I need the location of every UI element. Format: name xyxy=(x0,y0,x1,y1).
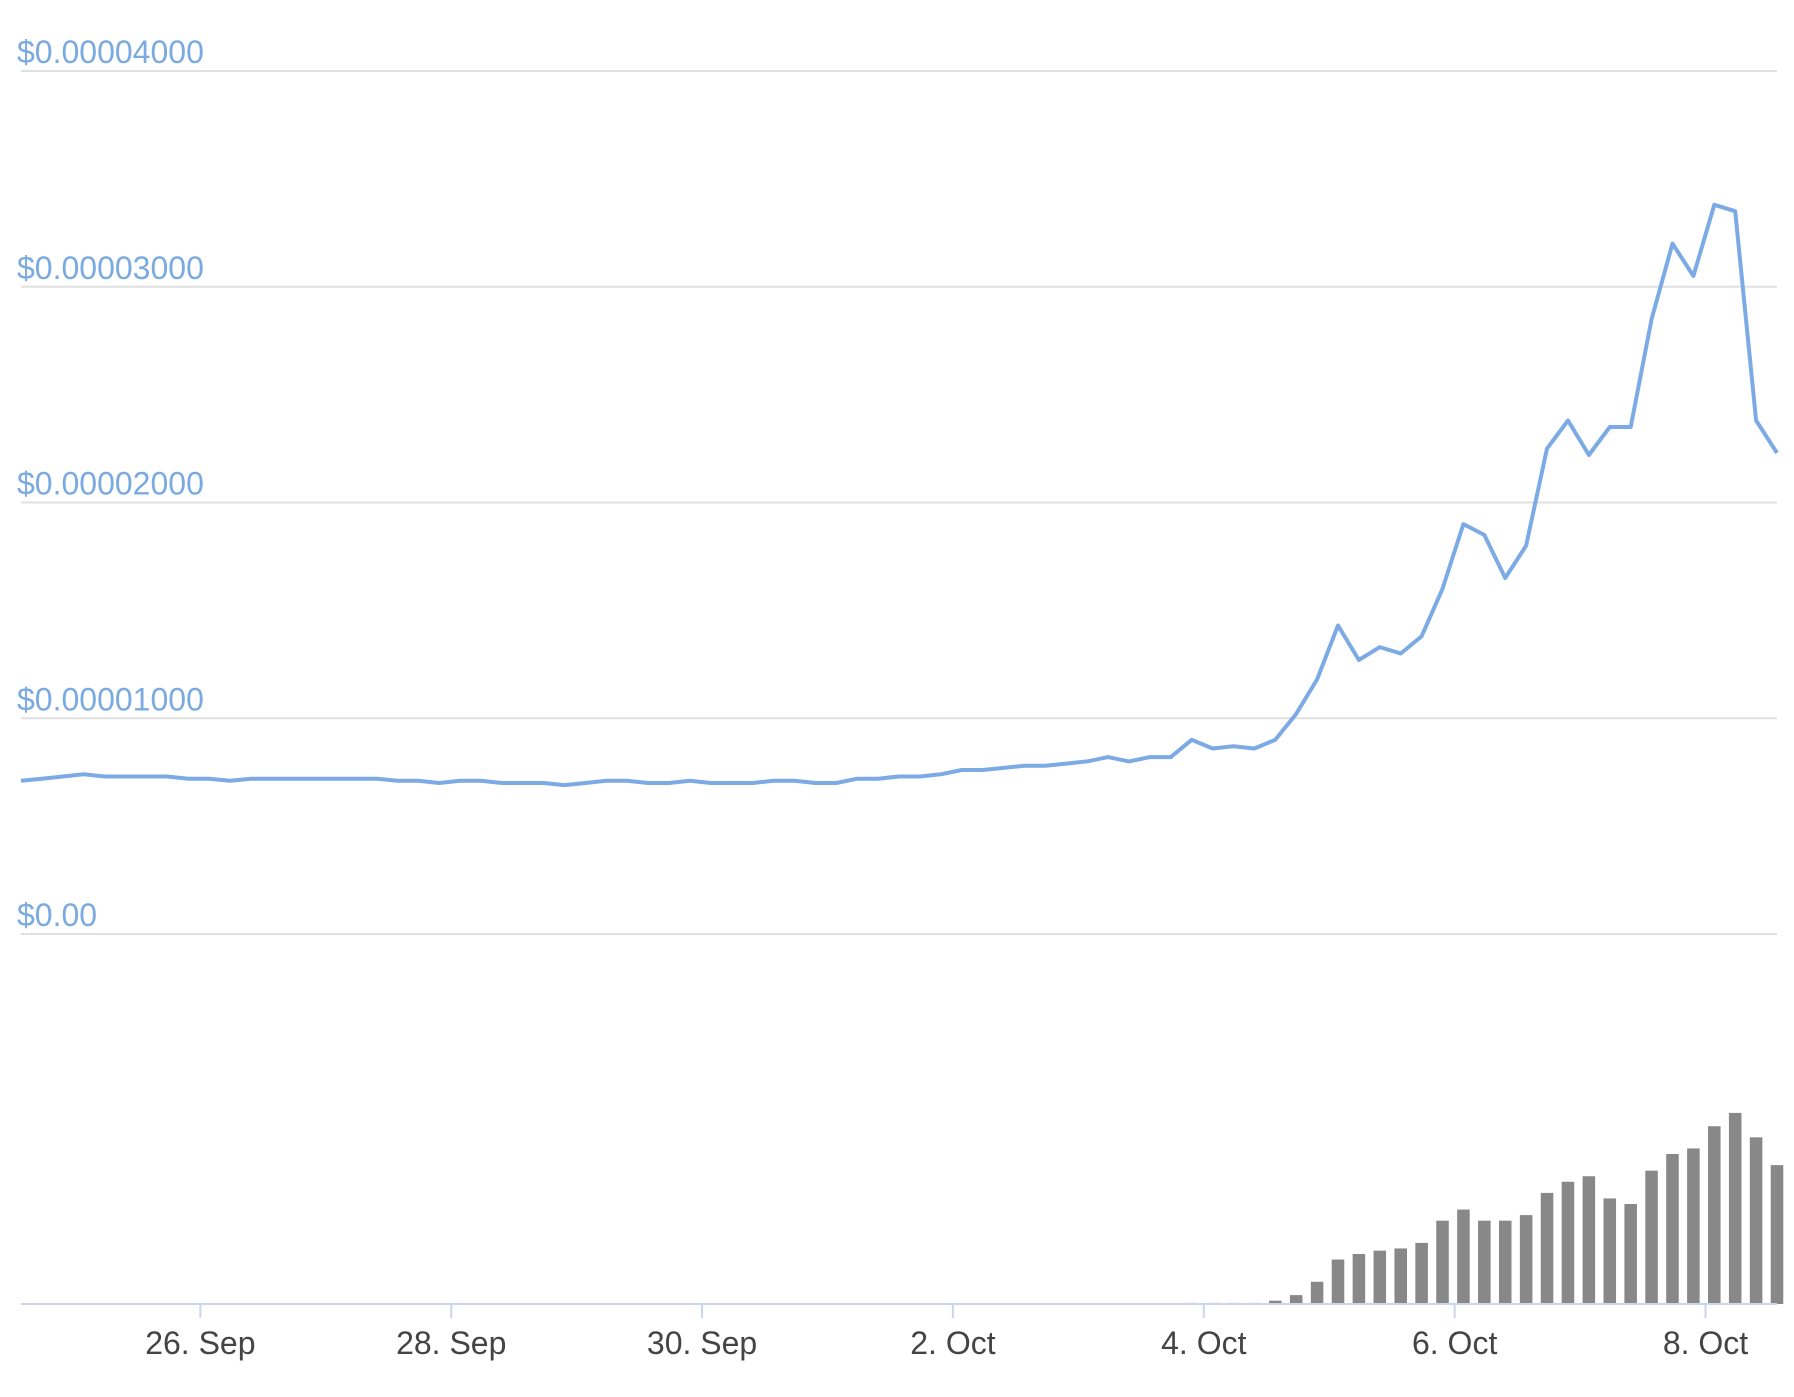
x-tick-label: 2. Oct xyxy=(910,1325,995,1361)
volume-bar xyxy=(1457,1209,1470,1304)
volume-bar xyxy=(1269,1300,1282,1304)
y-tick-label: $0.00003000 xyxy=(17,250,204,286)
volume-bar xyxy=(1749,1137,1763,1304)
volume-bar xyxy=(1708,1126,1721,1304)
volume-bar xyxy=(1666,1154,1679,1304)
volume-bar xyxy=(1540,1192,1554,1304)
x-tick-label: 26. Sep xyxy=(145,1325,255,1361)
volume-bar xyxy=(1687,1148,1700,1304)
volume-bar xyxy=(1624,1204,1637,1304)
volume-bar xyxy=(1603,1198,1617,1304)
volume-bar xyxy=(1373,1250,1387,1304)
y-tick-label: $0.00001000 xyxy=(17,681,204,717)
volume-bar xyxy=(1582,1176,1596,1304)
volume-bar xyxy=(1352,1254,1366,1304)
x-tick-label: 6. Oct xyxy=(1412,1325,1497,1361)
volume-bar xyxy=(1770,1165,1784,1304)
volume-bar xyxy=(1289,1295,1303,1304)
volume-bar xyxy=(1394,1248,1407,1304)
volume-bar xyxy=(1519,1215,1533,1304)
y-tick-label: $0.00004000 xyxy=(17,34,204,70)
volume-bar xyxy=(1645,1170,1658,1304)
y-tick-label: $0.00002000 xyxy=(17,466,204,502)
x-tick-label: 28. Sep xyxy=(396,1325,506,1361)
price-line xyxy=(20,202,1779,788)
volume-bar xyxy=(1561,1181,1575,1304)
volume-bar xyxy=(1498,1220,1512,1304)
x-tick-label: 30. Sep xyxy=(647,1325,757,1361)
volume-bar xyxy=(1415,1242,1428,1304)
volume-bar xyxy=(1436,1220,1449,1304)
volume-bar xyxy=(1478,1220,1491,1304)
volume-bar xyxy=(1310,1281,1324,1304)
x-tick-label: 8. Oct xyxy=(1663,1325,1748,1361)
volume-bar xyxy=(1728,1112,1742,1304)
x-tick-label: 4. Oct xyxy=(1161,1325,1246,1361)
y-tick-label: $0.00 xyxy=(17,897,97,933)
volume-bar xyxy=(1331,1259,1345,1304)
